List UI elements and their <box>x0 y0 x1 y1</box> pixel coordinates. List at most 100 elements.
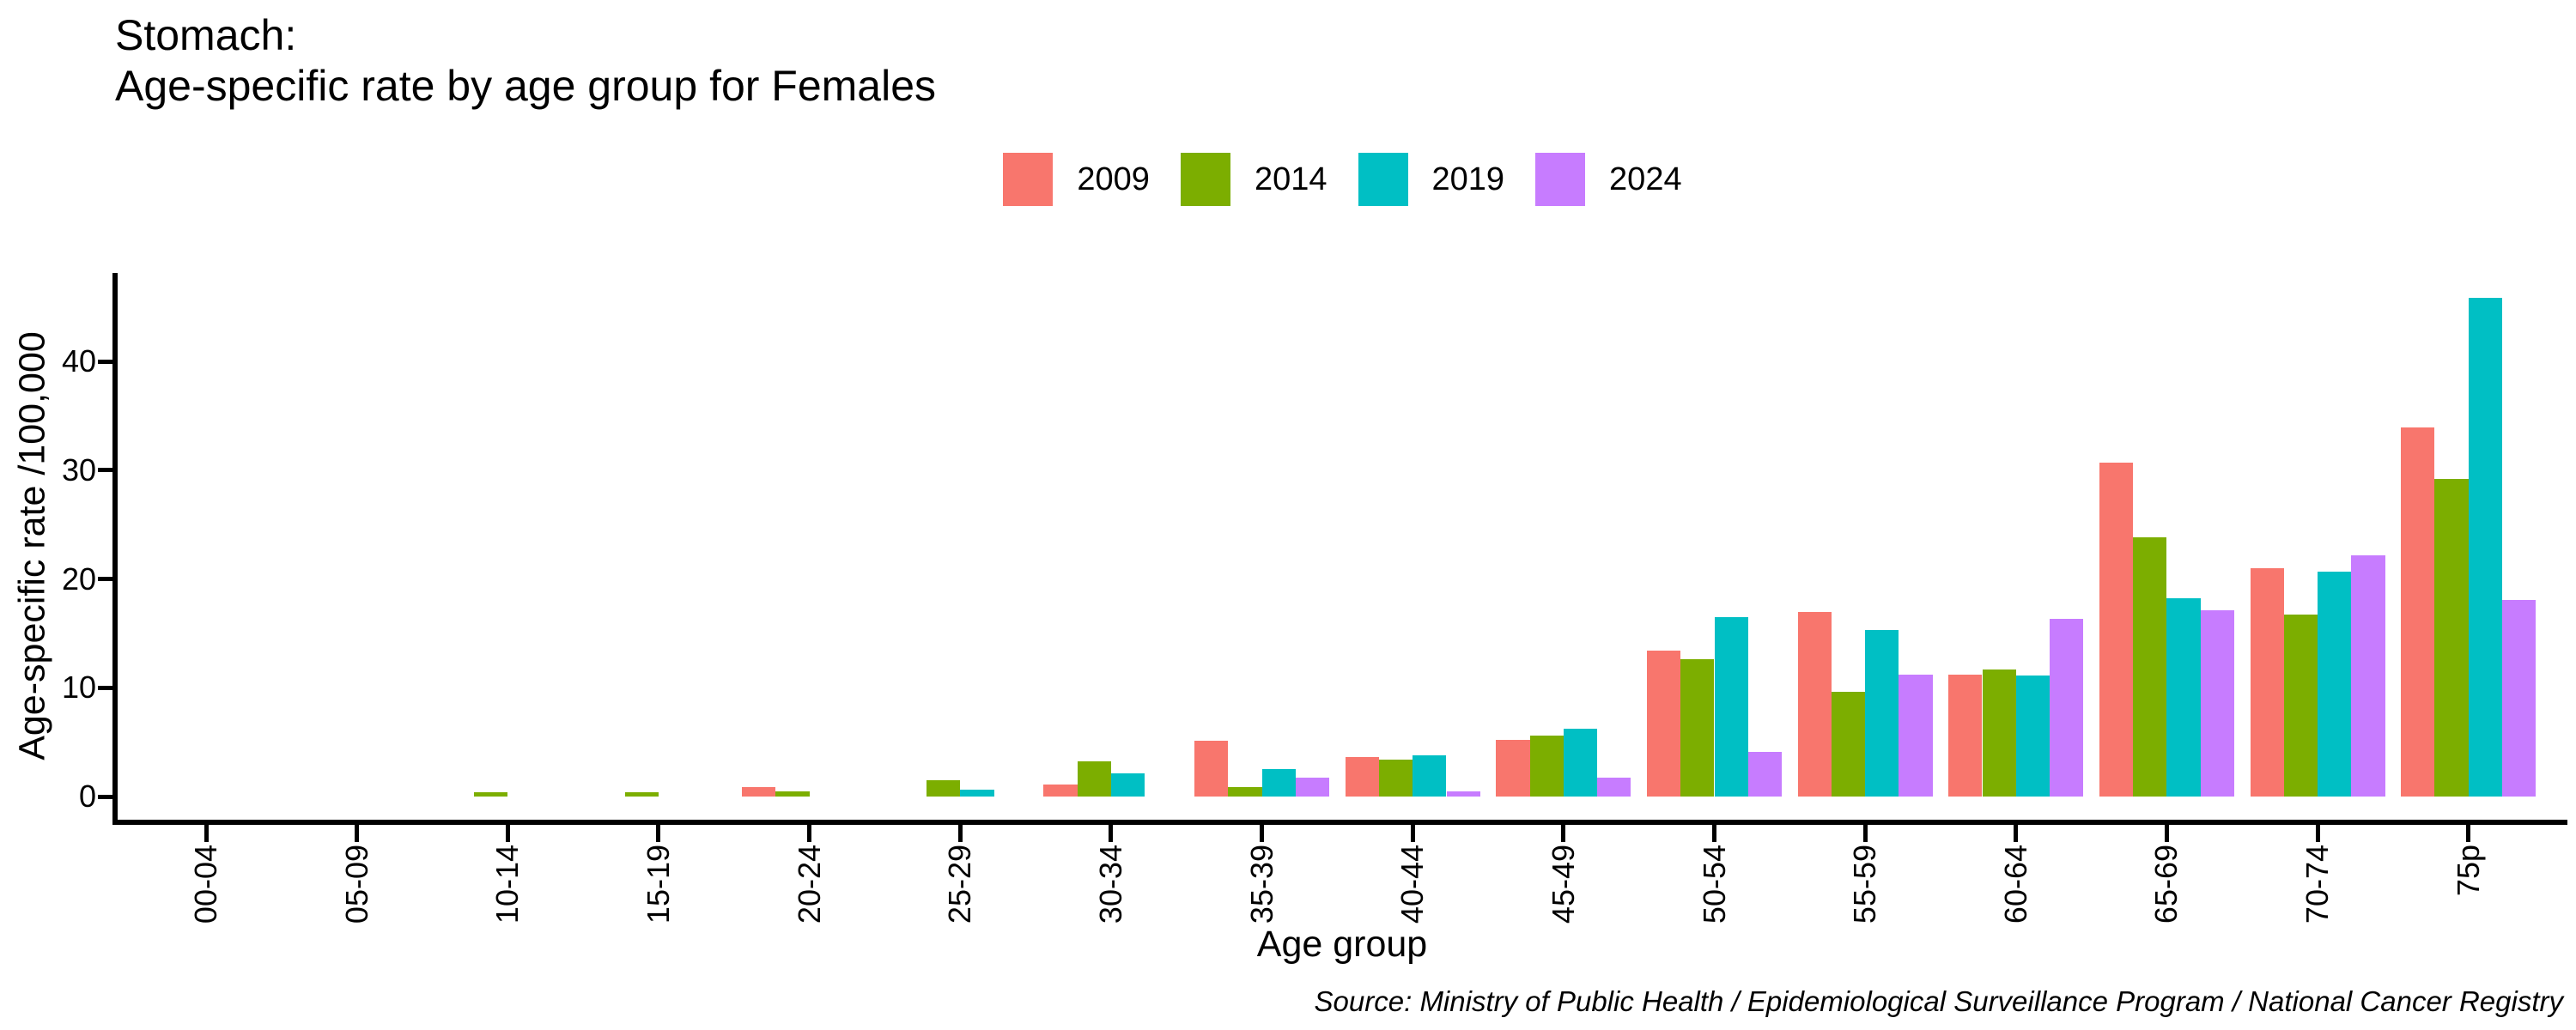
legend-label-2019: 2019 <box>1431 161 1505 197</box>
x-tick-60-64 <box>2014 825 2019 842</box>
y-tick-20 <box>98 577 112 581</box>
legend-label-2009: 2009 <box>1077 161 1150 197</box>
bar-2014-50-54 <box>1680 659 1715 797</box>
bar-2009-65-69 <box>2099 462 2134 797</box>
x-axis-line <box>112 820 2567 825</box>
x-tick-label-70-74: 70-74 <box>2300 845 2336 924</box>
chart-title: Stomach: Age-specific rate by age group … <box>115 10 936 112</box>
x-tick-50-54 <box>1712 825 1716 842</box>
bar-2009-55-59 <box>1797 611 1832 797</box>
y-tick-40 <box>98 359 112 364</box>
x-tick-35-39 <box>1260 825 1265 842</box>
chart-title-line1: Stomach: <box>115 11 297 59</box>
legend-item-2019: 2019 <box>1358 153 1505 206</box>
source-note: Source: Ministry of Public Health / Epid… <box>1314 985 2563 1017</box>
x-tick-20-24 <box>807 825 812 842</box>
bar-2019-55-59 <box>1865 630 1899 797</box>
bar-2014-35-39 <box>1228 786 1262 797</box>
bar-2014-45-49 <box>1529 736 1564 797</box>
bar-2019-30-34 <box>1110 773 1145 797</box>
bar-2009-70-74 <box>2250 567 2284 797</box>
y-axis-line <box>112 273 118 825</box>
x-tick-label-15-19: 15-19 <box>640 845 676 924</box>
bar-2014-40-44 <box>1378 759 1413 797</box>
bar-2024-70-74 <box>2351 554 2385 797</box>
bar-2009-20-24 <box>742 786 776 797</box>
x-tick-label-10-14: 10-14 <box>489 845 526 924</box>
bar-2024-50-54 <box>1747 752 1783 797</box>
bar-2009-40-44 <box>1345 757 1379 797</box>
x-tick-label-55-59: 55-59 <box>1847 845 1883 924</box>
bar-2009-30-34 <box>1043 785 1078 797</box>
y-tick-10 <box>98 685 112 690</box>
bar-2019-45-49 <box>1563 729 1598 797</box>
legend-label-2024: 2024 <box>1609 161 1682 197</box>
bar-2014-20-24 <box>775 791 810 797</box>
bar-2019-70-74 <box>2318 571 2352 797</box>
x-tick-label-30-34: 30-34 <box>1092 845 1128 924</box>
legend-swatch-2014 <box>1180 153 1230 206</box>
x-tick-30-34 <box>1109 825 1114 842</box>
bar-2024-35-39 <box>1295 778 1330 797</box>
bar-2014-70-74 <box>2283 615 2318 797</box>
x-tick-75p <box>2466 825 2471 842</box>
x-tick-25-29 <box>957 825 963 842</box>
y-tick-0 <box>98 794 112 799</box>
x-tick-label-45-49: 45-49 <box>1545 845 1581 924</box>
bar-2024-75p <box>2502 599 2537 797</box>
x-tick-15-19 <box>656 825 661 842</box>
bar-2019-40-44 <box>1413 754 1447 797</box>
x-tick-label-20-24: 20-24 <box>791 845 827 924</box>
x-tick-10-14 <box>505 825 510 842</box>
y-tick-label-30: 30 <box>61 451 96 488</box>
x-tick-00-04 <box>204 825 209 842</box>
legend-item-2014: 2014 <box>1180 153 1327 206</box>
legend-item-2009: 2009 <box>1003 153 1150 206</box>
x-tick-label-60-64: 60-64 <box>1997 845 2033 924</box>
bar-2019-65-69 <box>2166 598 2201 797</box>
bar-2014-55-59 <box>1831 692 1866 797</box>
bar-2019-25-29 <box>960 790 994 797</box>
x-tick-70-74 <box>2315 825 2320 842</box>
bar-2009-50-54 <box>1646 651 1681 797</box>
bar-2014-15-19 <box>624 791 659 797</box>
legend-swatch-2009 <box>1003 153 1054 206</box>
x-tick-40-44 <box>1410 825 1415 842</box>
legend-swatch-2024 <box>1535 153 1586 206</box>
x-tick-label-75p: 75p <box>2450 845 2486 897</box>
bar-2014-10-14 <box>474 791 508 797</box>
y-tick-label-20: 20 <box>61 560 96 597</box>
x-tick-05-09 <box>355 825 360 842</box>
legend-item-2024: 2024 <box>1535 153 1682 206</box>
x-tick-label-25-29: 25-29 <box>942 845 978 924</box>
y-tick-label-40: 40 <box>61 343 96 379</box>
y-tick-label-10: 10 <box>61 670 96 706</box>
bar-2024-45-49 <box>1597 778 1631 797</box>
bar-2009-60-64 <box>1948 675 1983 797</box>
bar-2009-35-39 <box>1194 741 1229 797</box>
x-tick-label-65-69: 65-69 <box>2148 845 2184 924</box>
bar-2009-45-49 <box>1496 740 1530 797</box>
legend: 2009 2014 2019 2024 <box>118 153 2567 206</box>
bar-2014-25-29 <box>926 779 961 797</box>
bar-2019-60-64 <box>2015 676 2050 797</box>
legend-label-2014: 2014 <box>1254 161 1327 197</box>
bar-2014-65-69 <box>2133 537 2167 797</box>
y-tick-label-0: 0 <box>78 779 96 814</box>
bar-2014-60-64 <box>1982 669 2016 797</box>
bar-2019-75p <box>2468 298 2503 797</box>
bar-2019-50-54 <box>1714 616 1748 797</box>
x-axis-title: Age group <box>1256 924 1428 965</box>
x-tick-label-40-44: 40-44 <box>1394 845 1431 924</box>
x-tick-label-05-09: 05-09 <box>338 845 374 924</box>
x-tick-label-00-04: 00-04 <box>188 845 223 924</box>
x-tick-45-49 <box>1561 825 1566 842</box>
x-tick-55-59 <box>1862 825 1868 842</box>
legend-swatch-2019 <box>1358 153 1408 206</box>
bar-2019-35-39 <box>1261 769 1296 797</box>
x-tick-label-35-39: 35-39 <box>1243 845 1279 924</box>
bar-2024-65-69 <box>2200 610 2235 797</box>
x-tick-65-69 <box>2164 825 2169 842</box>
